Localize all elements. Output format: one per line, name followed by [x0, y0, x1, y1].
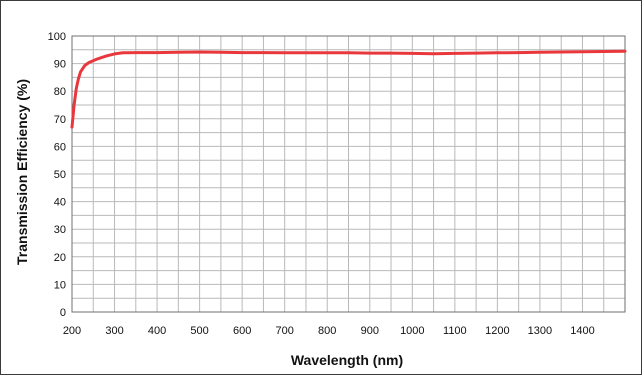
x-tick-label: 1100	[443, 325, 467, 337]
transmission-curve	[70, 49, 627, 129]
y-tick-label: 40	[54, 197, 66, 209]
y-tick-label: 0	[60, 307, 66, 319]
y-tick-label: 80	[54, 86, 66, 98]
x-tick-label: 700	[276, 325, 294, 337]
y-tick-label: 100	[48, 31, 66, 43]
y-axis-title: Transmission Efficiency (%)	[14, 79, 30, 265]
plot-area-border	[71, 35, 626, 313]
x-tick-label: 800	[318, 325, 336, 337]
x-tick-label: 200	[63, 325, 81, 337]
y-tick-label: 60	[54, 141, 66, 153]
series-layer	[70, 49, 627, 129]
y-axis-ticks: 0 10 20 30 40 50 60 70 80 90 100	[48, 31, 66, 319]
x-tick-label: 1000	[400, 325, 424, 337]
y-tick-label: 30	[54, 224, 66, 236]
y-tick-label: 20	[54, 252, 66, 264]
x-axis-title: Wavelength (nm)	[291, 352, 403, 368]
x-tick-label: 1200	[485, 325, 509, 337]
y-tick-label: 90	[54, 59, 66, 71]
y-tick-label: 10	[54, 279, 66, 291]
x-tick-label: 300	[105, 325, 123, 337]
x-tick-label: 900	[361, 325, 379, 337]
y-tick-label: 50	[54, 169, 66, 181]
y-tick-label: 70	[54, 114, 66, 126]
x-tick-label: 400	[148, 325, 166, 337]
x-axis-ticks: 200 300 400 500 600 700 800 900 1000 1100 1200 1300…	[63, 325, 595, 337]
x-tick-label: 1300	[528, 325, 552, 337]
x-tick-label: 1400	[570, 325, 594, 337]
x-tick-label: 500	[190, 325, 208, 337]
x-tick-label: 600	[233, 325, 251, 337]
grid	[71, 35, 626, 313]
